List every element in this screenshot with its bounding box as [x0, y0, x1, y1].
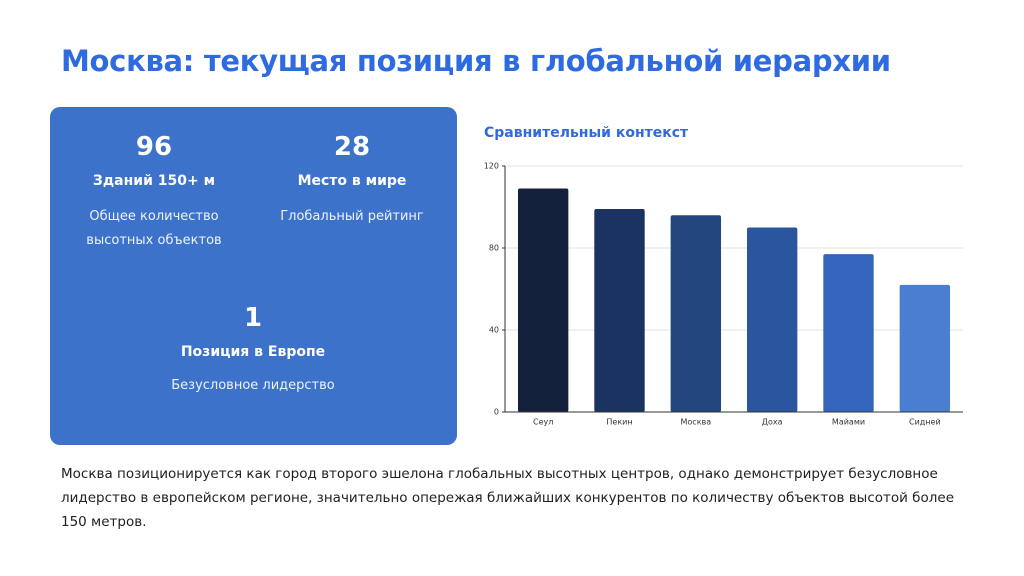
chart: Сравнительный контекст 0 40 80 120 Сеул Пекин…: [484, 125, 963, 427]
stat-value: 28: [333, 132, 371, 162]
stat-description: Безусловное лидерство: [171, 378, 335, 393]
y-tick-label: 120: [484, 162, 499, 171]
stat-value: 96: [135, 132, 173, 162]
stat-description: Глобальный рейтинг: [280, 209, 424, 224]
x-tick-label: Пекин: [606, 418, 632, 427]
x-tick-label: Сидней: [909, 418, 941, 427]
stat-value: 1: [243, 303, 263, 333]
chart-title: Сравнительный контекст: [484, 125, 689, 141]
y-tick-label: 80: [489, 244, 499, 253]
bar: [594, 209, 645, 412]
bar: [899, 284, 951, 412]
x-tick-label: Сеул: [533, 418, 553, 427]
x-tick-label: Майами: [832, 418, 865, 427]
y-tick-label: 0: [494, 408, 499, 417]
bar: [670, 215, 722, 412]
bar: [823, 254, 874, 412]
slide-title: Москва: текущая позиция в глобальной иер…: [61, 44, 891, 78]
stat-label: Позиция в Европе: [180, 344, 326, 360]
paragraph: Москва позиционируется как город второго…: [61, 466, 955, 530]
stat-label: Место в мире: [297, 173, 407, 189]
x-tick-label: Доха: [762, 418, 783, 427]
stat: 96 Зданий 150+ м Общее количество высотн…: [54, 127, 254, 253]
stat-label: Зданий 150+ м: [92, 173, 216, 189]
stat: 1 Позиция в Европе Безусловное лидерство: [153, 298, 353, 398]
x-tick-label: Москва: [681, 418, 712, 427]
y-tick-label: 40: [489, 326, 499, 335]
stat: 28 Место в мире Глобальный рейтинг: [252, 127, 452, 229]
stat-description: Общее количество высотных объектов: [86, 209, 222, 248]
bar: [746, 227, 798, 412]
stats-card: 96 Зданий 150+ м Общее количество высотн…: [50, 107, 457, 445]
bar: [517, 188, 569, 412]
